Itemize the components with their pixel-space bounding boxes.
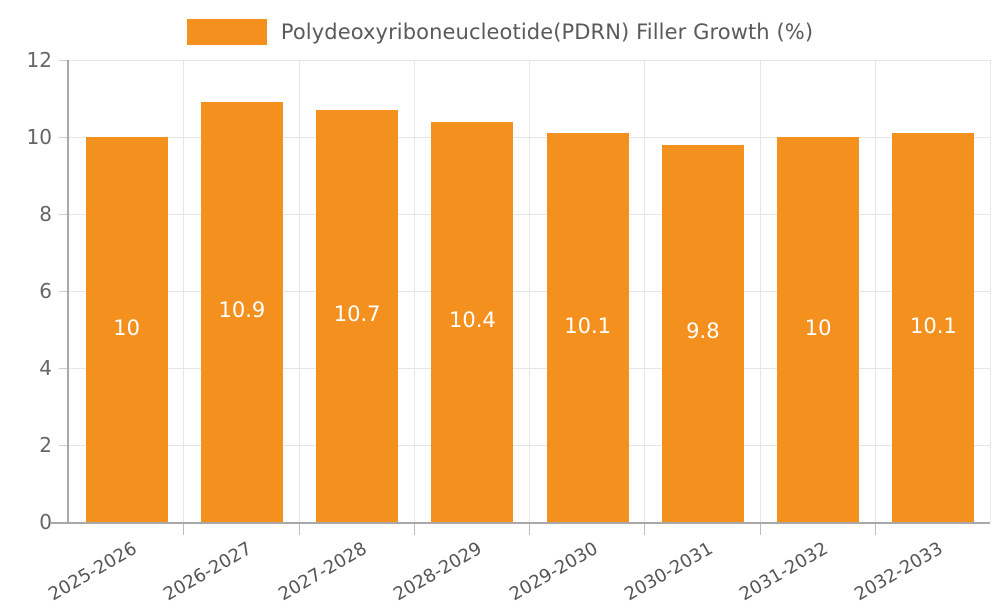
gridline-vertical — [183, 60, 184, 522]
plot-area: 10 10.9 10.7 10.4 10.1 9.8 10 10.1 — [50, 60, 991, 535]
y-axis-tick-label: 6 — [39, 279, 52, 303]
bar-value-label: 9.8 — [686, 319, 720, 344]
y-axis-line — [67, 60, 69, 522]
x-axis-category-label: 2029-2030 — [505, 538, 602, 606]
bar-value-label: 10.1 — [564, 313, 611, 338]
gridline-vertical — [529, 60, 530, 522]
x-axis-line — [50, 522, 990, 524]
y-axis-tick-label: 12 — [26, 48, 52, 72]
y-axis-tick-mark — [59, 291, 68, 292]
bar[interactable]: 10.1 — [546, 133, 629, 522]
gridline-vertical — [875, 60, 876, 522]
bar[interactable]: 10.9 — [200, 102, 283, 522]
x-axis-category-label: 2025-2026 — [44, 538, 141, 606]
bar-value-label: 10.4 — [448, 307, 496, 332]
bar[interactable]: 10 — [85, 137, 168, 522]
y-axis-tick-label: 10 — [26, 125, 52, 149]
x-axis-category-label: 2028-2029 — [390, 538, 486, 606]
bar[interactable]: 10.1 — [892, 133, 975, 522]
bar[interactable]: 10.4 — [431, 121, 514, 522]
y-axis-tick-label: 8 — [39, 202, 52, 226]
bar-value-label: 10.7 — [333, 302, 381, 327]
gridline-vertical — [414, 60, 415, 522]
y-axis-tick-label: 2 — [39, 433, 52, 457]
y-axis-tick-mark — [59, 368, 68, 369]
gridline-vertical — [760, 60, 761, 522]
bar-value-label: 10 — [113, 315, 140, 340]
y-axis-tick-label: 0 — [39, 510, 52, 534]
gridline-vertical — [299, 60, 300, 522]
bar-value-label: 10 — [804, 315, 832, 340]
x-axis-tick-mark — [183, 522, 184, 535]
x-axis-category-label: 2030-2031 — [620, 538, 717, 606]
x-axis-category-label: 2026-2027 — [159, 538, 256, 606]
bar[interactable]: 9.8 — [661, 144, 744, 522]
bar-value-label: 10.1 — [909, 313, 957, 338]
chart-legend: Polydeoxyriboneucleotide(PDRN) Filler Gr… — [0, 12, 1000, 52]
bar[interactable]: 10.7 — [316, 110, 399, 522]
x-axis-tick-mark — [414, 522, 415, 535]
x-axis-tick-mark — [644, 522, 645, 535]
gridline-vertical — [644, 60, 645, 522]
legend-item-pdrn-filler-growth[interactable]: Polydeoxyriboneucleotide(PDRN) Filler Gr… — [186, 19, 814, 45]
gridline-vertical — [990, 60, 991, 522]
bar[interactable]: 10 — [777, 137, 860, 522]
y-axis-tick-mark — [59, 214, 68, 215]
x-axis-tick-mark — [760, 522, 761, 535]
y-axis-tick-mark — [59, 137, 68, 138]
x-axis-category-label: 2031-2032 — [736, 538, 832, 606]
x-axis-tick-mark — [299, 522, 300, 535]
x-axis-category-label: 2027-2028 — [275, 538, 371, 606]
x-axis-tick-mark — [529, 522, 530, 535]
y-axis-tick-mark — [59, 60, 68, 61]
legend-item-label: Polydeoxyriboneucleotide(PDRN) Filler Gr… — [280, 20, 814, 44]
legend-color-swatch-icon — [186, 19, 267, 45]
x-axis-tick-mark — [875, 522, 876, 535]
x-axis-category-label: 2032-2033 — [851, 538, 947, 606]
y-axis-tick-label: 4 — [39, 356, 52, 380]
y-axis-tick-mark — [59, 445, 68, 446]
bar-value-label: 10.9 — [218, 298, 266, 323]
